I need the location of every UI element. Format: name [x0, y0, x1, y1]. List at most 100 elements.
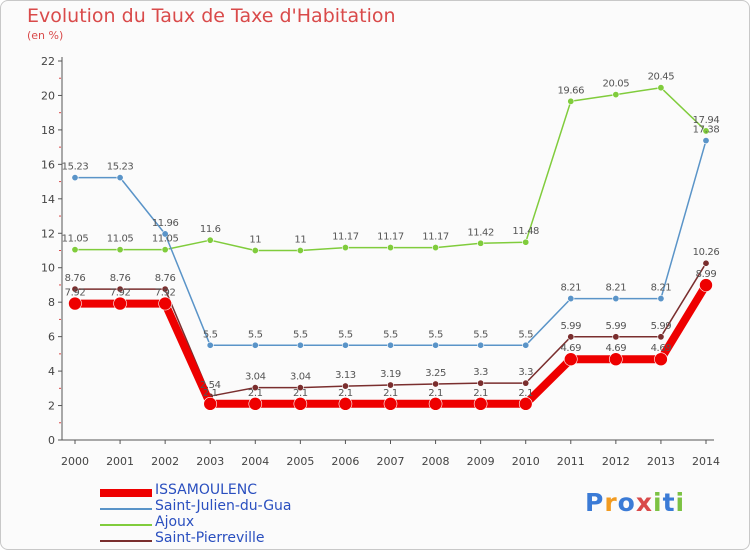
- data-point-ajoux: [432, 244, 440, 252]
- data-point-ajoux: [161, 246, 169, 254]
- data-label-ajoux: 11.05: [152, 234, 179, 245]
- data-point-saint-pierreville: [657, 333, 665, 341]
- data-label-saint-julien-du-gua: 8.21: [651, 283, 672, 294]
- y-tick-label: 10: [41, 262, 55, 275]
- data-label-saint-julien-du-gua: 5.5: [428, 329, 443, 340]
- data-label-ajoux: 11.48: [512, 226, 539, 237]
- data-label-saint-pierreville: 3.13: [335, 370, 356, 381]
- data-label-ajoux: 11.17: [422, 232, 449, 243]
- x-tick-label: 2006: [331, 455, 359, 468]
- data-label-saint-pierreville: 8.76: [65, 273, 86, 284]
- data-point-ajoux: [206, 236, 214, 244]
- data-point-saint-julien-du-gua: [296, 341, 304, 349]
- y-tick-label: 14: [41, 193, 55, 206]
- data-point-saint-pierreville: [251, 384, 259, 392]
- data-label-saint-julien-du-gua: 17.38: [693, 125, 720, 136]
- data-label-issamoulenc: 2.1: [293, 388, 308, 399]
- data-label-issamoulenc: 8.99: [696, 269, 717, 280]
- x-tick-label: 2011: [557, 455, 585, 468]
- y-tick-label: 4: [48, 365, 55, 378]
- data-point-saint-pierreville: [296, 384, 304, 392]
- data-point-saint-julien-du-gua: [567, 295, 575, 303]
- data-point-issamoulenc: [654, 352, 668, 367]
- legend-swatch: [100, 540, 152, 542]
- y-tick-label: 18: [41, 124, 55, 137]
- x-tick-label: 2007: [377, 455, 405, 468]
- data-label-issamoulenc: 4.69: [606, 343, 627, 354]
- x-tick-label: 2010: [512, 455, 540, 468]
- data-label-saint-julien-du-gua: 8.21: [606, 283, 627, 294]
- data-label-ajoux: 11.17: [332, 232, 359, 243]
- data-label-saint-pierreville: 8.76: [110, 273, 131, 284]
- data-label-ajoux: 11: [249, 235, 261, 246]
- data-label-issamoulenc: 4.69: [651, 343, 672, 354]
- data-label-saint-pierreville: 5.99: [606, 321, 627, 332]
- data-label-ajoux: 11.6: [200, 224, 221, 235]
- data-point-saint-pierreville: [702, 259, 710, 267]
- data-point-ajoux: [612, 91, 620, 99]
- data-point-saint-pierreville: [522, 379, 530, 387]
- y-tick-label: 2: [48, 400, 55, 413]
- data-label-issamoulenc: 2.1: [248, 388, 263, 399]
- data-label-ajoux: 11: [294, 235, 306, 246]
- data-point-ajoux: [477, 239, 485, 247]
- logo-letter: x: [635, 488, 653, 517]
- legend-swatch: [100, 508, 152, 510]
- data-point-ajoux: [251, 247, 259, 255]
- data-point-issamoulenc: [203, 397, 218, 411]
- data-point-ajoux: [522, 238, 530, 246]
- data-point-issamoulenc: [113, 296, 127, 311]
- data-label-saint-julien-du-gua: 15.23: [62, 162, 89, 173]
- data-label-saint-pierreville: 3.19: [380, 369, 401, 380]
- data-label-saint-pierreville: 5.99: [651, 321, 672, 332]
- data-label-saint-pierreville: 3.04: [290, 372, 311, 383]
- data-label-ajoux: 11.42: [467, 227, 494, 238]
- data-label-ajoux: 11.05: [62, 234, 89, 245]
- logo-letter: r: [604, 488, 618, 517]
- data-label-ajoux: 20.45: [648, 72, 675, 83]
- data-label-saint-julien-du-gua: 8.21: [560, 283, 581, 294]
- legend-label: Saint-Pierreville: [155, 530, 265, 546]
- data-point-saint-pierreville: [612, 333, 620, 341]
- x-tick-label: 2008: [422, 455, 450, 468]
- x-tick-label: 2003: [196, 455, 224, 468]
- data-point-issamoulenc: [293, 397, 308, 411]
- data-point-ajoux: [341, 244, 349, 252]
- legend-label: ISSAMOULENC: [155, 482, 257, 498]
- legend-swatch: [100, 524, 152, 526]
- data-point-issamoulenc: [609, 352, 623, 367]
- data-label-saint-julien-du-gua: 5.5: [338, 329, 353, 340]
- data-point-issamoulenc: [383, 397, 398, 411]
- x-tick-label: 2004: [241, 455, 269, 468]
- logo-letter: t: [662, 488, 676, 517]
- data-point-saint-julien-du-gua: [657, 295, 665, 303]
- data-point-ajoux: [386, 244, 394, 252]
- x-tick-label: 2002: [151, 455, 179, 468]
- data-point-saint-pierreville: [477, 379, 485, 387]
- data-label-issamoulenc: 2.1: [518, 388, 533, 399]
- data-label-saint-julien-du-gua: 5.5: [203, 329, 218, 340]
- data-point-ajoux: [71, 246, 79, 254]
- data-label-ajoux: 17.94: [693, 115, 720, 126]
- data-point-saint-julien-du-gua: [161, 230, 169, 238]
- logo-letter: i: [675, 488, 686, 517]
- y-tick-label: 16: [41, 158, 55, 171]
- y-tick-label: 22: [41, 55, 55, 68]
- data-point-ajoux: [116, 246, 124, 254]
- data-label-saint-pierreville: 10.26: [693, 247, 720, 258]
- x-tick-label: 2014: [692, 455, 720, 468]
- data-point-issamoulenc: [699, 278, 713, 292]
- legend-swatch: [100, 489, 152, 497]
- data-label-saint-pierreville: 3.25: [425, 368, 446, 379]
- data-point-saint-julien-du-gua: [432, 341, 440, 349]
- data-point-saint-julien-du-gua: [522, 341, 530, 349]
- data-label-saint-julien-du-gua: 5.5: [248, 329, 263, 340]
- data-point-saint-julien-du-gua: [702, 137, 710, 145]
- data-point-saint-julien-du-gua: [341, 341, 349, 349]
- data-label-ajoux: 11.05: [107, 234, 134, 245]
- data-label-ajoux: 20.05: [603, 79, 630, 90]
- data-label-saint-julien-du-gua: 5.5: [518, 329, 533, 340]
- x-tick-label: 2000: [61, 455, 89, 468]
